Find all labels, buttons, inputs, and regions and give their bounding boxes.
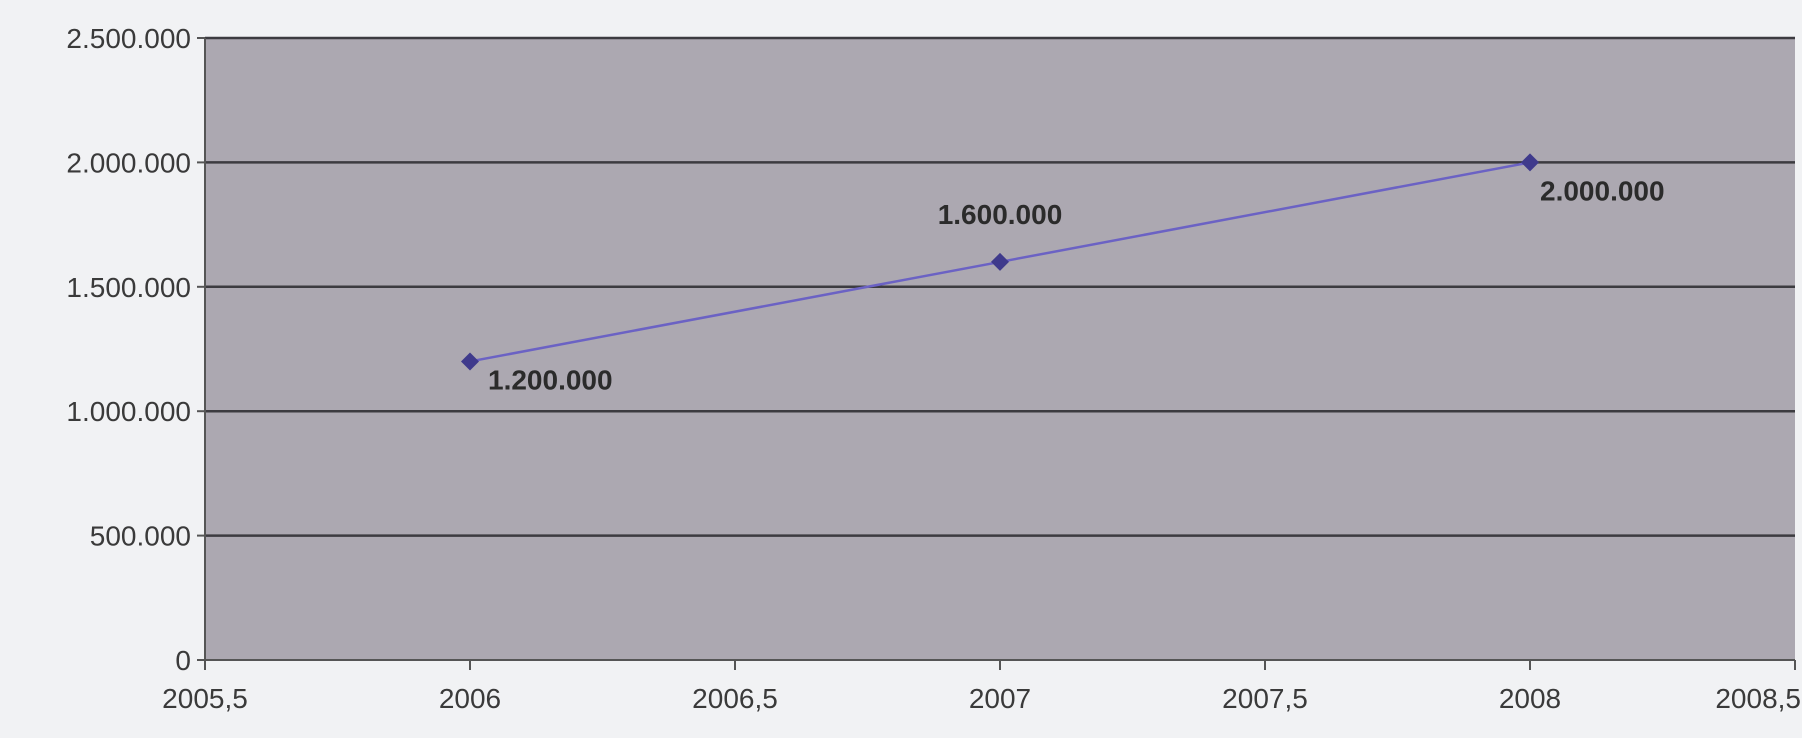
data-label: 1.600.000 bbox=[938, 199, 1063, 230]
plot-area bbox=[205, 38, 1795, 660]
x-tick-label: 2008 bbox=[1499, 683, 1561, 714]
data-point-marker bbox=[461, 352, 479, 371]
x-tick-label: 2007 bbox=[969, 683, 1031, 714]
axes bbox=[197, 37, 1796, 670]
series bbox=[461, 153, 1539, 371]
y-tick-label: 2.000.000 bbox=[66, 147, 191, 178]
y-tick-label: 1.500.000 bbox=[66, 272, 191, 303]
data-point-marker bbox=[991, 252, 1009, 271]
data-label: 1.200.000 bbox=[488, 364, 613, 395]
x-tick-label: 2006,5 bbox=[692, 683, 778, 714]
data-label: 2.000.000 bbox=[1540, 175, 1665, 206]
data-point-marker bbox=[1521, 153, 1539, 172]
y-tick-label: 2.500.000 bbox=[66, 23, 191, 54]
x-tick-label: 2006 bbox=[439, 683, 501, 714]
y-tick-label: 500.000 bbox=[90, 521, 191, 552]
x-tick-label: 2008,5 bbox=[1715, 683, 1801, 714]
y-tick-label: 1.000.000 bbox=[66, 396, 191, 427]
x-tick-label: 2005,5 bbox=[162, 683, 248, 714]
y-tick-label: 0 bbox=[175, 645, 191, 676]
x-tick-label: 2007,5 bbox=[1222, 683, 1308, 714]
labels: 0 500.000 1.000.000 1.500.000 2.000.000 2.500… bbox=[66, 23, 1801, 714]
